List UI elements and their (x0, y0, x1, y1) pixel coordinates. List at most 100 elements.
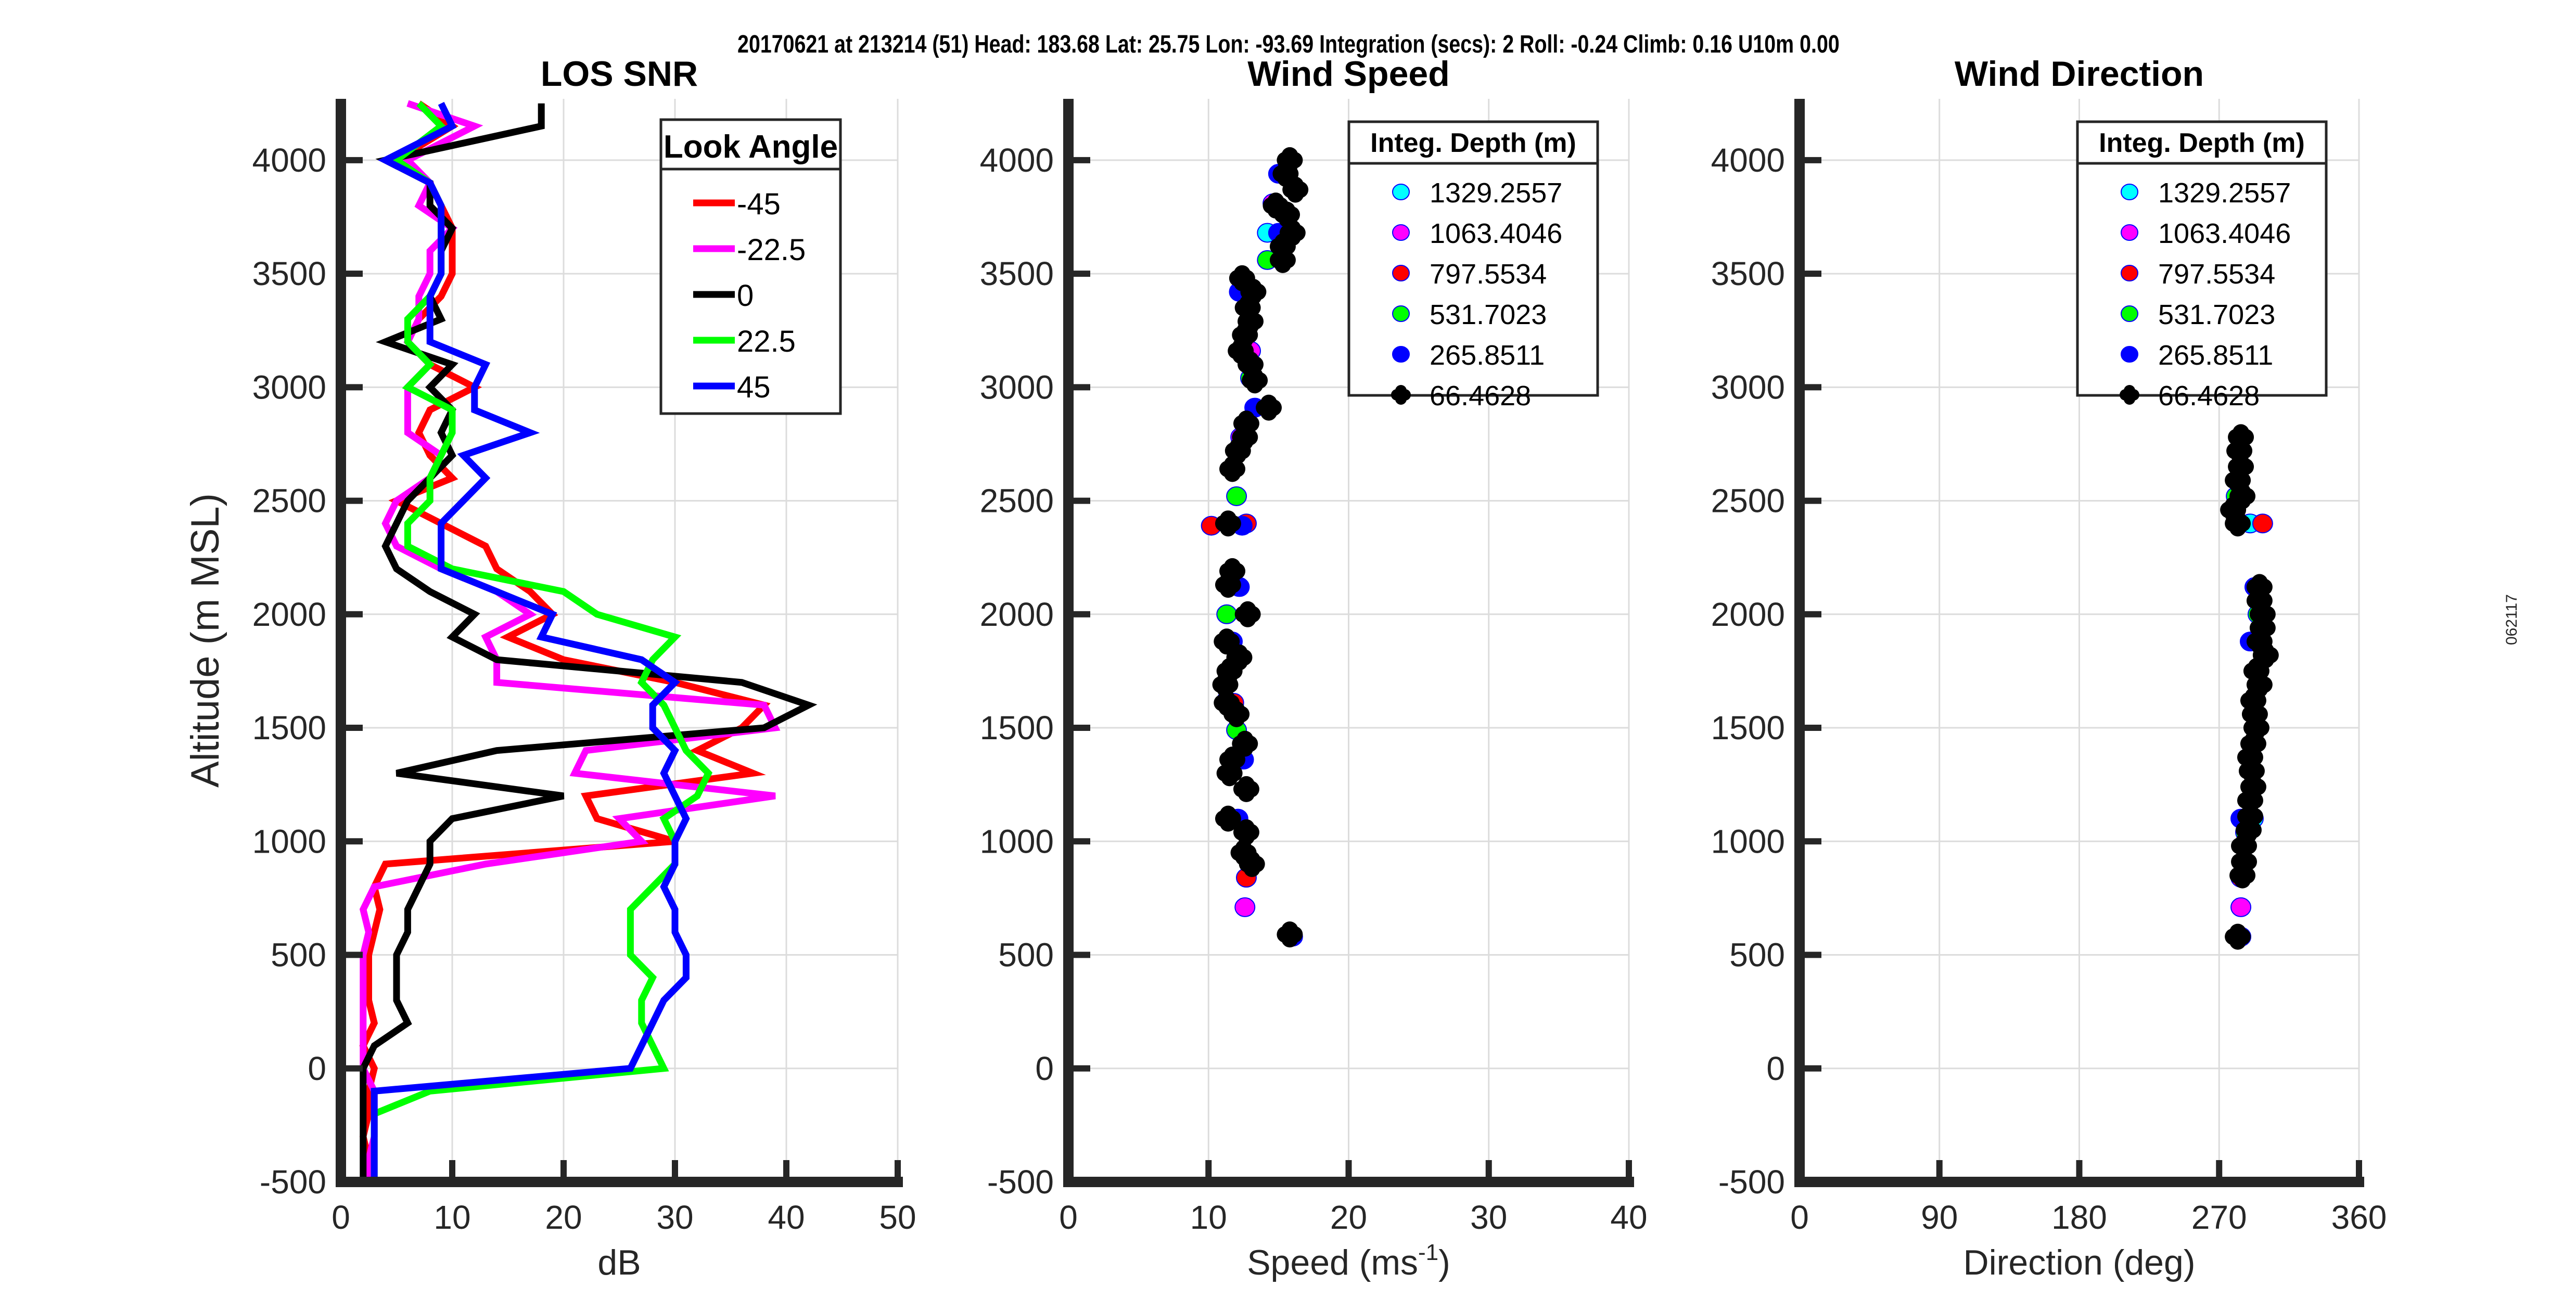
data-point (2225, 510, 2251, 537)
y-tick-label: 0 (1766, 1050, 1785, 1087)
x-tick-label: 20 (1330, 1199, 1367, 1236)
legend-label: 45 (737, 370, 771, 404)
x-tick-label: 270 (2191, 1199, 2247, 1236)
y-tick-label: 2500 (1711, 482, 1785, 520)
x-tick-label: 30 (656, 1199, 693, 1236)
x-tick-label: 0 (1790, 1199, 1809, 1236)
x-tick-label: 10 (1190, 1199, 1227, 1236)
x-axis-label: Speed (ms-1) (1247, 1240, 1450, 1282)
panel-2: 0 90 180 270 360-500050010001500200025003000… (1711, 54, 2387, 1282)
data-point (1234, 601, 1261, 627)
y-tick-label: -500 (1718, 1163, 1785, 1201)
data-point (2252, 513, 2273, 534)
data-point (1216, 604, 1238, 624)
x-tick-label: 30 (1470, 1199, 1507, 1236)
legend-marker (1392, 224, 1410, 241)
legend-label: 1329.2557 (1430, 177, 1562, 209)
y-tick-label: 3500 (1711, 255, 1785, 292)
y-tick-label: 4000 (252, 142, 326, 179)
y-tick-label: 3000 (252, 368, 326, 406)
x-tick-label: 50 (879, 1199, 916, 1236)
legend: Integ. Depth (m) 1329.2557 1063.4046 797.55… (1347, 120, 1599, 411)
x-tick-label: 90 (1921, 1199, 1958, 1236)
data-point (1277, 921, 1303, 948)
y-tick-label: 1000 (1711, 822, 1785, 860)
data-point (1215, 510, 1241, 537)
panel-0: 0 10 20 30 40 50-5000500100015002000250030003… (183, 54, 916, 1282)
y-tick-label: 3000 (1711, 368, 1785, 406)
panel-title: Wind Direction (1955, 54, 2204, 94)
y-tick-label: 2000 (252, 596, 326, 633)
figure-suptitle: 20170621 at 213214 (51) Head: 183.68 Lat… (737, 31, 1840, 58)
legend-label: 66.4628 (1430, 380, 1531, 411)
y-tick-label: 2500 (980, 482, 1054, 520)
legend-marker (1392, 346, 1410, 363)
y-tick-label: 1500 (1711, 709, 1785, 747)
y-tick-label: 500 (998, 936, 1054, 974)
legend-label: 66.4628 (2158, 380, 2260, 411)
data-point (2229, 862, 2256, 889)
data-point (1282, 176, 1309, 203)
legend-marker (1391, 385, 1411, 405)
legend-marker (2121, 224, 2138, 241)
data-point (1216, 760, 1243, 787)
data-point (1223, 701, 1250, 727)
data-point (1242, 367, 1268, 394)
series-line--22.5 (359, 100, 781, 1178)
legend-label: 1063.4046 (1430, 218, 1562, 249)
legend-label: 797.5534 (1430, 259, 1547, 290)
y-tick-label: 500 (1729, 936, 1785, 974)
y-tick-label: 2500 (252, 482, 326, 520)
x-tick-label: 10 (433, 1199, 470, 1236)
x-tick-label: 360 (2331, 1199, 2387, 1236)
legend-marker (2121, 265, 2138, 281)
data-point (1215, 572, 1241, 598)
data-point (1219, 456, 1246, 482)
y-tick-label: 0 (1035, 1050, 1054, 1087)
data-point (1234, 897, 1256, 917)
y-tick-label: 1000 (252, 822, 326, 860)
legend-marker (2120, 385, 2139, 405)
y-tick-label: 500 (271, 936, 326, 974)
panel-title: LOS SNR (541, 54, 698, 94)
y-tick-label: 1000 (980, 822, 1054, 860)
plot-area (1201, 147, 1309, 948)
x-axis-label: dB (597, 1243, 641, 1282)
legend-label: 1329.2557 (2158, 177, 2291, 209)
data-point (1269, 247, 1296, 273)
data-point (1239, 851, 1265, 877)
legend-box (1347, 120, 1599, 397)
x-tick-label: 20 (545, 1199, 582, 1236)
legend-label: 797.5534 (2158, 259, 2275, 290)
data-point (1226, 486, 1247, 506)
legend-marker (2121, 184, 2138, 200)
x-tick-label: 40 (1610, 1199, 1647, 1236)
x-tick-label: 40 (768, 1199, 805, 1236)
legend-label: 1063.4046 (2158, 218, 2291, 249)
legend-label: 265.8511 (1430, 340, 1545, 371)
legend-label: -22.5 (737, 233, 806, 267)
y-tick-label: 2000 (980, 596, 1054, 633)
y-tick-label: 1500 (980, 709, 1054, 747)
legend-title: Integ. Depth (m) (2099, 128, 2305, 158)
legend-marker (1392, 265, 1410, 281)
legend-label: 531.7023 (2158, 299, 2275, 330)
panel-title: Wind Speed (1247, 54, 1450, 94)
plot-area (2220, 424, 2279, 950)
y-tick-label: 4000 (980, 142, 1054, 179)
x-tick-label: 0 (331, 1199, 350, 1236)
legend-title: Look Angle (664, 129, 838, 165)
legend-label: 0 (737, 279, 754, 313)
y-tick-label: 1500 (252, 709, 326, 747)
x-axis-label: Direction (deg) (1963, 1243, 2196, 1282)
series-line--45 (359, 100, 771, 1178)
data-point (1274, 201, 1300, 228)
legend: Look Angle -45 -22.5 0 22.5 45 (659, 118, 842, 415)
legend-marker (1392, 305, 1410, 322)
y-tick-label: -500 (260, 1163, 326, 1201)
y-axis-label: Altitude (m MSL) (183, 493, 227, 788)
data-point (1228, 338, 1254, 364)
legend-label: -45 (737, 187, 781, 221)
data-point (2246, 672, 2273, 698)
